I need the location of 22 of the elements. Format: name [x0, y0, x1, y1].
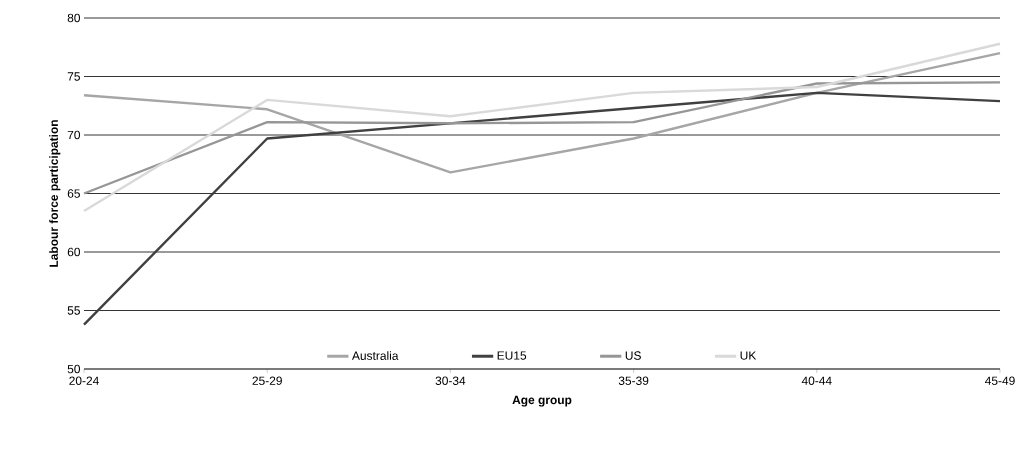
- legend-label: Australia: [351, 351, 399, 360]
- line-series: [82, 51, 1002, 174]
- x-tick-label: 30-34: [435, 376, 466, 385]
- legend-label: EU15: [497, 351, 527, 360]
- x-tick-label: 45-49: [985, 376, 1015, 385]
- x-tick-label: 20-24: [69, 376, 99, 385]
- legend-label: US: [625, 351, 641, 360]
- y-tick-label: 60: [67, 247, 81, 257]
- y-axis-title: Labour force participation: [49, 120, 61, 267]
- y-tick-label: 55: [67, 306, 80, 315]
- line-series: [82, 81, 1002, 195]
- y-tick-label: 75: [67, 72, 80, 81]
- x-tick-label: 25-29: [252, 376, 282, 385]
- x-tick-label: 35-39: [618, 376, 649, 385]
- x-tick-label: 40-44: [801, 376, 832, 385]
- line-series: [82, 42, 1002, 213]
- y-tick-label: 50: [67, 364, 81, 374]
- y-tick-label: 80: [67, 13, 81, 23]
- y-tick-label: 70: [67, 130, 81, 140]
- y-tick-label: 65: [67, 189, 80, 198]
- x-axis-title: Age group: [512, 395, 572, 407]
- legend-label: UK: [740, 351, 757, 360]
